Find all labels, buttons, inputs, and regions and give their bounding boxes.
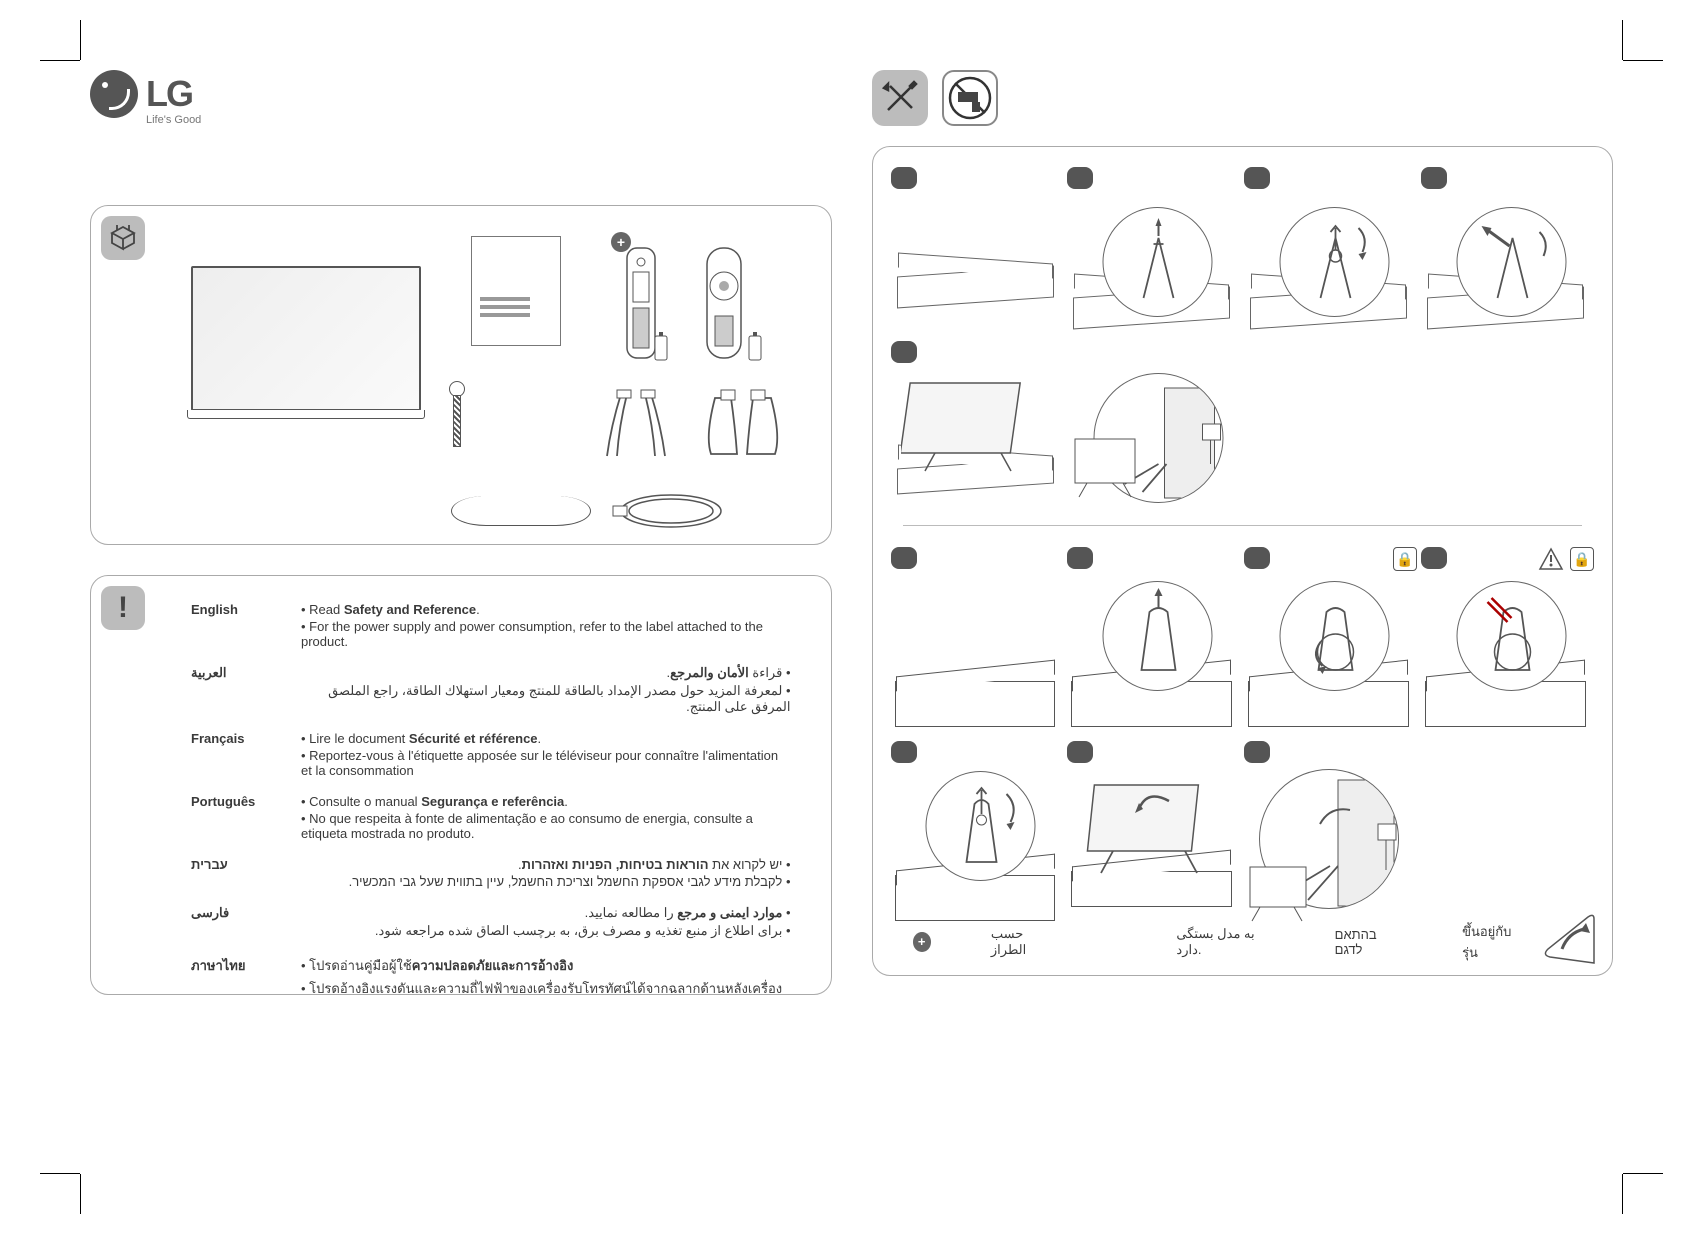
footer-th: ขึ้นอยู่กับรุ่น [1462, 921, 1522, 963]
info-farsi: موارد ایمنی و مرجع را مطالعه نمایید. برا… [91, 897, 831, 947]
step-b2 [1067, 547, 1240, 737]
step-a6 [1067, 341, 1240, 511]
step-a2 [1067, 167, 1240, 337]
battery-illustration [651, 246, 671, 366]
lock-icon: 🔒 [1570, 547, 1594, 571]
brand-name: LG [146, 73, 192, 115]
info-portuguese: Português Consulte o manual Segurança e … [91, 786, 831, 849]
unbox-icon [101, 216, 145, 260]
step-b1 [891, 547, 1064, 737]
step-b5 [891, 741, 1064, 931]
info-panel: ! English Read Safety and Reference. For… [90, 575, 832, 995]
logo: LG Life's Good [90, 70, 201, 126]
cable-1 [451, 496, 591, 526]
tools-required-icon [872, 70, 928, 126]
steps-group-b: 🔒 🔒 [891, 547, 1595, 931]
brand-slogan: Life's Good [146, 114, 201, 126]
info-hebrew: יש לקרוא את הוראות בטיחות, הפניות ואזהרו… [91, 849, 831, 897]
important-icon: ! [101, 586, 145, 630]
footer-fa: به مدل بستگی دارد. [1176, 926, 1274, 958]
info-english: English Read Safety and Reference. For t… [91, 594, 831, 657]
cable-2 [611, 486, 731, 541]
screw-illustration [449, 381, 463, 451]
page: LG Life's Good + [90, 70, 1613, 1164]
step-b4: 🔒 [1421, 547, 1594, 737]
lock-icon: 🔒 [1393, 547, 1417, 571]
battery2-illustration [745, 246, 765, 366]
warning-icon [1538, 547, 1564, 576]
box-contents-panel: + [90, 205, 832, 545]
tool-icons [872, 70, 1614, 126]
info-arabic: قراءة الأمان والمرجع. لمعرفة المزيد حول … [91, 657, 831, 723]
stand-legs-2 [701, 386, 791, 471]
left-column: LG Life's Good + [90, 70, 832, 1164]
step-a4 [1421, 167, 1594, 337]
turn-page-icon [1540, 909, 1598, 967]
step-a5 [891, 341, 1064, 511]
lg-face-icon [90, 70, 138, 118]
step-b3: 🔒 [1244, 547, 1417, 737]
step-a3 [1244, 167, 1417, 337]
optional-footer-icon: + [913, 932, 931, 952]
footer-he: בהתאם לדגם [1335, 927, 1402, 957]
step-a1 [891, 167, 1064, 337]
step-b7 [1244, 741, 1417, 931]
footer-ar: حسب الطراز [991, 926, 1057, 958]
stand-legs-1 [601, 386, 681, 471]
manual-illustration [471, 236, 561, 346]
tv-illustration [191, 266, 421, 411]
no-power-tool-icon [942, 70, 998, 126]
steps-group-a [891, 167, 1595, 511]
step-b6 [1067, 741, 1240, 931]
footer: + حسب الطراز به مدل بستگی دارد. בהתאם לד… [913, 921, 1523, 963]
info-french: Français Lire le document Sécurité et ré… [91, 723, 831, 786]
info-thai: ภาษาไทย โปรดอ่านคู่มือผู้ใช้ความปลอดภัยแ… [91, 947, 831, 1007]
assembly-panel: 🔒 🔒 [872, 146, 1614, 976]
remote2-illustration [701, 246, 747, 366]
right-column: 🔒 🔒 [872, 70, 1614, 1164]
